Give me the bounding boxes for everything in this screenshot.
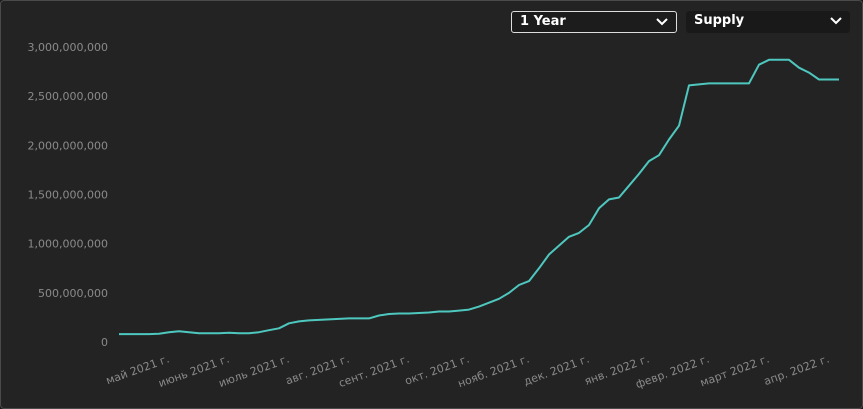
y-tick-label: 1,500,000,000 (28, 189, 108, 202)
x-tick-label: апр. 2022 г. (762, 352, 831, 388)
chevron (830, 17, 842, 25)
dropdown-label: 1 Year (520, 14, 566, 29)
y-tick-label: 2,000,000,000 (28, 139, 108, 152)
x-tick-label: март 2022 г. (698, 352, 771, 389)
y-tick-label: 500,000,000 (38, 287, 108, 300)
metric-dropdown[interactable]: Supply (686, 11, 850, 33)
y-tick-label: 3,000,000,000 (28, 41, 108, 54)
dropdown-label: Supply (694, 13, 745, 28)
y-tick-label: 2,500,000,000 (28, 90, 108, 103)
supply-line (119, 58, 839, 336)
y-tick-label: 1,000,000,000 (28, 238, 108, 251)
y-tick-label: 0 (101, 336, 108, 349)
chevron (656, 18, 668, 26)
range-dropdown[interactable]: 1 Year (511, 11, 677, 33)
x-tick-label: дек. 2021 г. (522, 352, 591, 388)
